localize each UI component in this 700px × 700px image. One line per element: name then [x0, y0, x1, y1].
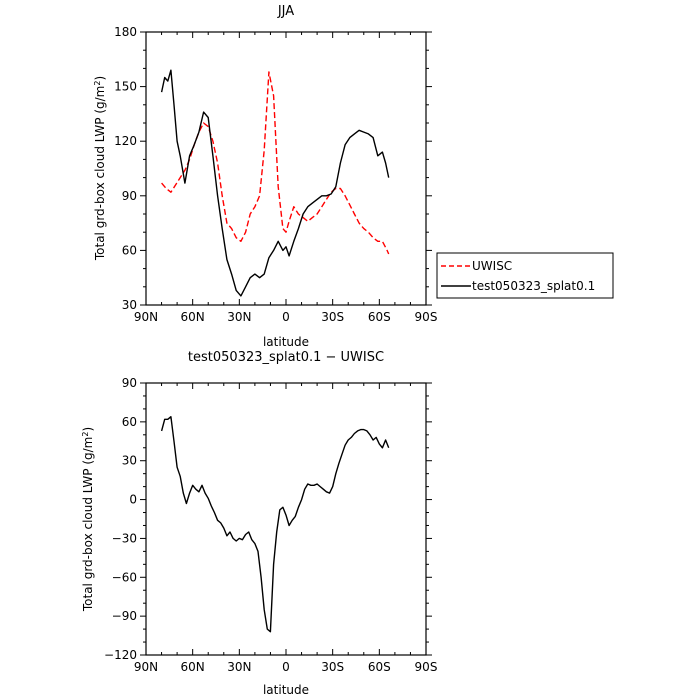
top-series-line-test050323-splat0-1: [160, 69, 390, 297]
bottom-y-tick-label: 0: [129, 493, 137, 507]
bottom-y-tick-label: −60: [112, 570, 137, 584]
top-y-tick-label: 180: [114, 25, 137, 39]
top-chart-x-axis-label: latitude: [263, 335, 309, 349]
bottom-x-tick-label: 60N: [181, 660, 205, 674]
top-chart-title: JJA: [277, 4, 294, 19]
bottom-chart-plot-frame: [145, 382, 427, 656]
bottom-chart: test050323_splat0.1 − UWISC 90N 60N 30N 0 30…: [81, 350, 437, 697]
bottom-y-tick-label: 60: [122, 415, 137, 429]
bottom-x-tick-label: 30N: [227, 660, 251, 674]
top-x-tick-label: 90S: [415, 310, 438, 324]
bottom-x-tick-label: 60S: [368, 660, 391, 674]
top-y-tick-label: 60: [122, 243, 137, 257]
top-chart: JJA 90N 60N 30N 0 30S 60S 90S 30 60 90 120 150 180 l…: [93, 4, 614, 349]
bottom-series-line-difference: [160, 416, 390, 633]
top-chart-series-group: [160, 69, 390, 297]
bottom-x-tick-label: 90N: [134, 660, 158, 674]
bottom-chart-x-axis-label: latitude: [263, 683, 309, 697]
top-y-tick-label: 90: [122, 189, 137, 203]
top-x-tick-label: 0: [282, 310, 290, 324]
bottom-y-tick-label: −30: [112, 531, 137, 545]
top-x-tick-label: 60S: [368, 310, 391, 324]
top-x-tick-label: 90N: [134, 310, 158, 324]
top-x-tick-label: 30N: [227, 310, 251, 324]
top-y-tick-label: 30: [122, 298, 137, 312]
bottom-y-tick-label: 90: [122, 376, 137, 390]
bottom-x-tick-label: 90S: [415, 660, 438, 674]
bottom-x-tick-label: 30S: [321, 660, 344, 674]
top-x-tick-label: 30S: [321, 310, 344, 324]
legend-label-test: test050323_splat0.1: [472, 279, 595, 293]
top-y-tick-label: 120: [114, 134, 137, 148]
top-series-line-uwisc: [161, 71, 390, 255]
top-y-tick-label: 150: [114, 80, 137, 94]
bottom-y-tick-label: −120: [104, 648, 137, 662]
bottom-chart-title: test050323_splat0.1 − UWISC: [188, 350, 384, 365]
top-chart-y-axis-label: Total grd-box cloud LWP (g/m2): [93, 76, 107, 261]
bottom-chart-y-axis-label: Total grd-box cloud LWP (g/m2): [81, 427, 95, 612]
legend-box: [436, 252, 614, 299]
bottom-y-tick-label: −90: [112, 609, 137, 623]
legend-label-uwisc: UWISC: [472, 259, 512, 273]
bottom-y-tick-label: 30: [122, 454, 137, 468]
bottom-x-tick-label: 0: [282, 660, 290, 674]
bottom-chart-ticks: 90N 60N 30N 0 30S 60S 90S −120 −90 −60 −30 0 30 60 90: [104, 376, 437, 674]
top-x-tick-label: 60N: [181, 310, 205, 324]
top-chart-ticks: 90N 60N 30N 0 30S 60S 90S 30 60 90 120 150 180: [114, 25, 437, 324]
bottom-chart-series-group: [160, 416, 390, 633]
top-chart-legend: UWISC test050323_splat0.1: [436, 252, 614, 299]
